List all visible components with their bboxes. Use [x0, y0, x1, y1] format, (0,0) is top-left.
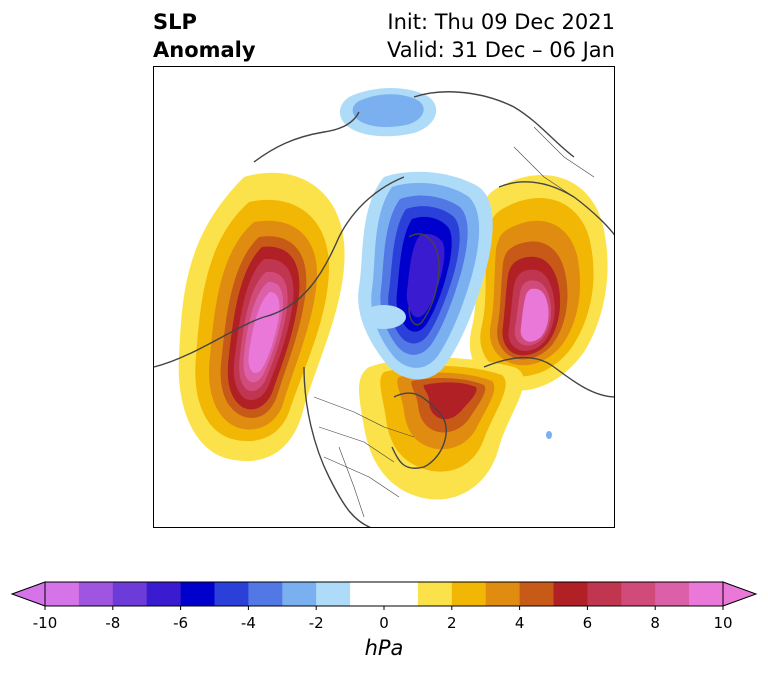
colorbar-tick-label: -4	[240, 614, 256, 632]
north-atlantic-high	[359, 357, 524, 500]
colorbar-bin	[553, 582, 588, 606]
borders	[313, 126, 595, 518]
colorbar-bin	[316, 582, 351, 606]
small-negative-patch	[362, 305, 406, 329]
colorbar-tick-label: -8	[105, 614, 121, 632]
colorbar-tick-label: -2	[308, 614, 324, 632]
chart-title-anomaly: Anomaly	[153, 38, 256, 62]
siberia-low	[339, 88, 437, 137]
valid-date-label: Valid: 31 Dec – 06 Jan	[386, 38, 615, 62]
colorbar	[10, 581, 758, 610]
colorbar-bin	[451, 582, 487, 606]
title-block-right: Init: Thu 09 Dec 2021 Valid: 31 Dec – 06…	[387, 8, 615, 64]
anomaly-map	[154, 88, 614, 527]
colorbar-bin	[146, 582, 182, 606]
map-panel	[153, 66, 615, 528]
colorbar-tick-label: -6	[173, 614, 189, 632]
colorbar-tick-label: 4	[514, 614, 525, 632]
colorbar-bin	[621, 582, 656, 606]
colorbar-bin	[417, 582, 453, 606]
colorbar-tick-label: 6	[582, 614, 593, 632]
colorbar-tick-label: 8	[650, 614, 660, 632]
eurasia-arctic-high	[469, 174, 608, 391]
colorbar-bin	[519, 582, 554, 606]
colorbar-bin	[45, 582, 80, 606]
colorbar-bin	[78, 582, 114, 606]
small-negative-spot	[546, 431, 552, 439]
chart-title-slp: SLP	[153, 10, 197, 34]
colorbar-tick-label: -10	[32, 614, 58, 632]
colorbar-bin	[485, 582, 521, 606]
colorbar-bin	[248, 582, 283, 606]
colorbar-bin	[655, 582, 690, 606]
colorbar-bin	[214, 582, 249, 606]
colorbar-bin	[587, 582, 622, 606]
colorbar-extend-low	[10, 581, 46, 607]
colorbar-bin	[112, 582, 148, 606]
colorbar-bin	[180, 582, 215, 606]
colorbar-extend-high	[722, 581, 758, 607]
colorbar-tick-label: 0	[379, 614, 389, 632]
title-block-left: SLP Anomaly	[153, 8, 256, 64]
colorbar-tick-label: 10	[713, 614, 733, 632]
colorbar-unit-label: hPa	[364, 636, 404, 660]
north-pacific-high	[178, 172, 345, 462]
init-date-label: Init: Thu 09 Dec 2021	[387, 10, 615, 34]
colorbar-bin	[282, 582, 317, 606]
colorbar-bin	[689, 582, 724, 606]
colorbar-tick-label: 2	[447, 614, 457, 632]
colorbar-bin	[350, 582, 419, 606]
